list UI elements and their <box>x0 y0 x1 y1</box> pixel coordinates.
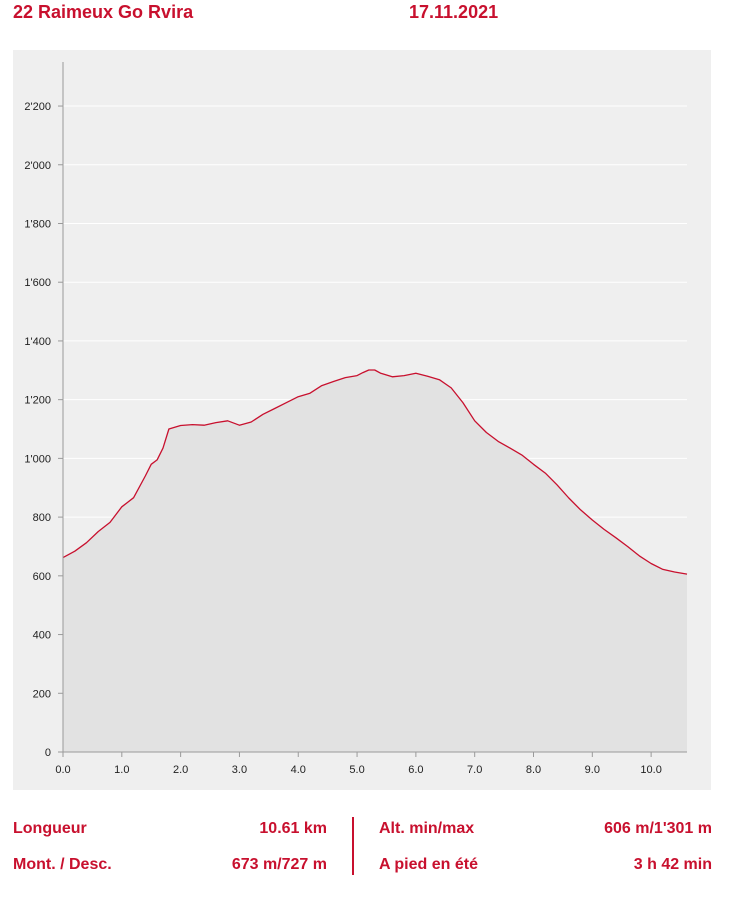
y-tick-label-5: 1'000 <box>24 453 51 465</box>
walking-time-label: A pied en été <box>379 856 478 873</box>
x-tick-label-8: 8.0 <box>526 764 541 776</box>
elevation-profile-chart: 0 200 400 600 800 1'000 1'200 1'400 1'600 1'800 2'… <box>13 50 711 790</box>
y-tick-label-11: 2'200 <box>24 101 51 113</box>
x-tick-label-6: 6.0 <box>408 764 423 776</box>
walking-time-value: 3 h 42 min <box>633 856 712 873</box>
ascent-descent-label: Mont. / Desc. <box>13 856 112 873</box>
x-tick-label-4: 4.0 <box>291 764 306 776</box>
alt-min-max-value: 606 m/1'301 m <box>604 820 712 837</box>
alt-min-max-label: Alt. min/max <box>379 820 475 837</box>
x-tick-label-7: 7.0 <box>467 764 482 776</box>
y-tick-label-8: 1'600 <box>24 277 51 289</box>
length-value: 10.61 km <box>259 820 327 837</box>
y-tick-label-2: 400 <box>33 630 51 642</box>
x-tick-label-9: 9.0 <box>585 764 600 776</box>
x-tick-label-2: 2.0 <box>173 764 188 776</box>
length-label: Longueur <box>13 820 87 837</box>
y-tick-label-3: 600 <box>33 571 51 583</box>
y-tick-label-6: 1'200 <box>24 395 51 407</box>
x-tick-label-5: 5.0 <box>349 764 364 776</box>
elevation-area <box>63 370 687 752</box>
page-title: 22 Raimeux Go Rvira <box>13 2 194 22</box>
elevation-line <box>62 369 688 575</box>
x-tick-label-3: 3.0 <box>232 764 247 776</box>
x-tick-label-10: 10.0 <box>640 764 661 776</box>
x-tick-label-0: 0.0 <box>55 764 70 776</box>
y-tick-label-10: 2'000 <box>24 160 51 172</box>
x-tick-label-1: 1.0 <box>114 764 129 776</box>
elevation-profile-svg: 0 200 400 600 800 1'000 1'200 1'400 1'600 1'800 2'… <box>24 62 688 776</box>
stats-divider <box>352 817 354 875</box>
y-tick-label-9: 1'800 <box>24 218 51 230</box>
y-tick-label-4: 800 <box>33 512 51 524</box>
track-date: 17.11.2021 <box>409 2 499 22</box>
y-tick-label-0: 0 <box>45 747 51 759</box>
y-tick-label-7: 1'400 <box>24 336 51 348</box>
y-tick-label-1: 200 <box>33 688 51 700</box>
ascent-descent-value: 673 m/727 m <box>231 856 327 873</box>
track-stats: Longueur 10.61 km Mont. / Desc. 673 m/72… <box>0 815 732 885</box>
